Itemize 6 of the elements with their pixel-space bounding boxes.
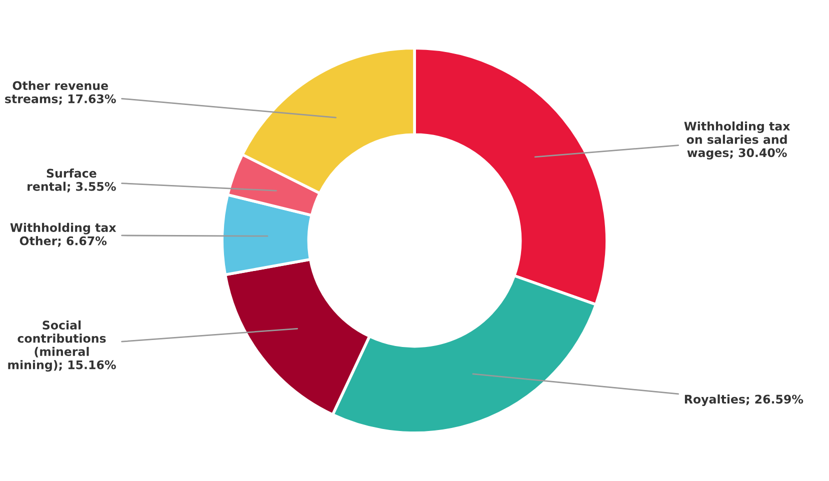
slice-label: Social contributions (mineral mining); 15.16% bbox=[8, 320, 116, 372]
slice-label: Surface rental; 3.55% bbox=[28, 168, 116, 192]
slice-label: Withholding tax Other; 6.67% bbox=[10, 222, 116, 247]
slice-label: Royalties; 26.59% bbox=[684, 394, 804, 406]
slice-label: Withholding tax on salaries and wages; 30.40% bbox=[684, 121, 790, 160]
slice-label: Other revenue streams; 17.63% bbox=[5, 80, 116, 105]
